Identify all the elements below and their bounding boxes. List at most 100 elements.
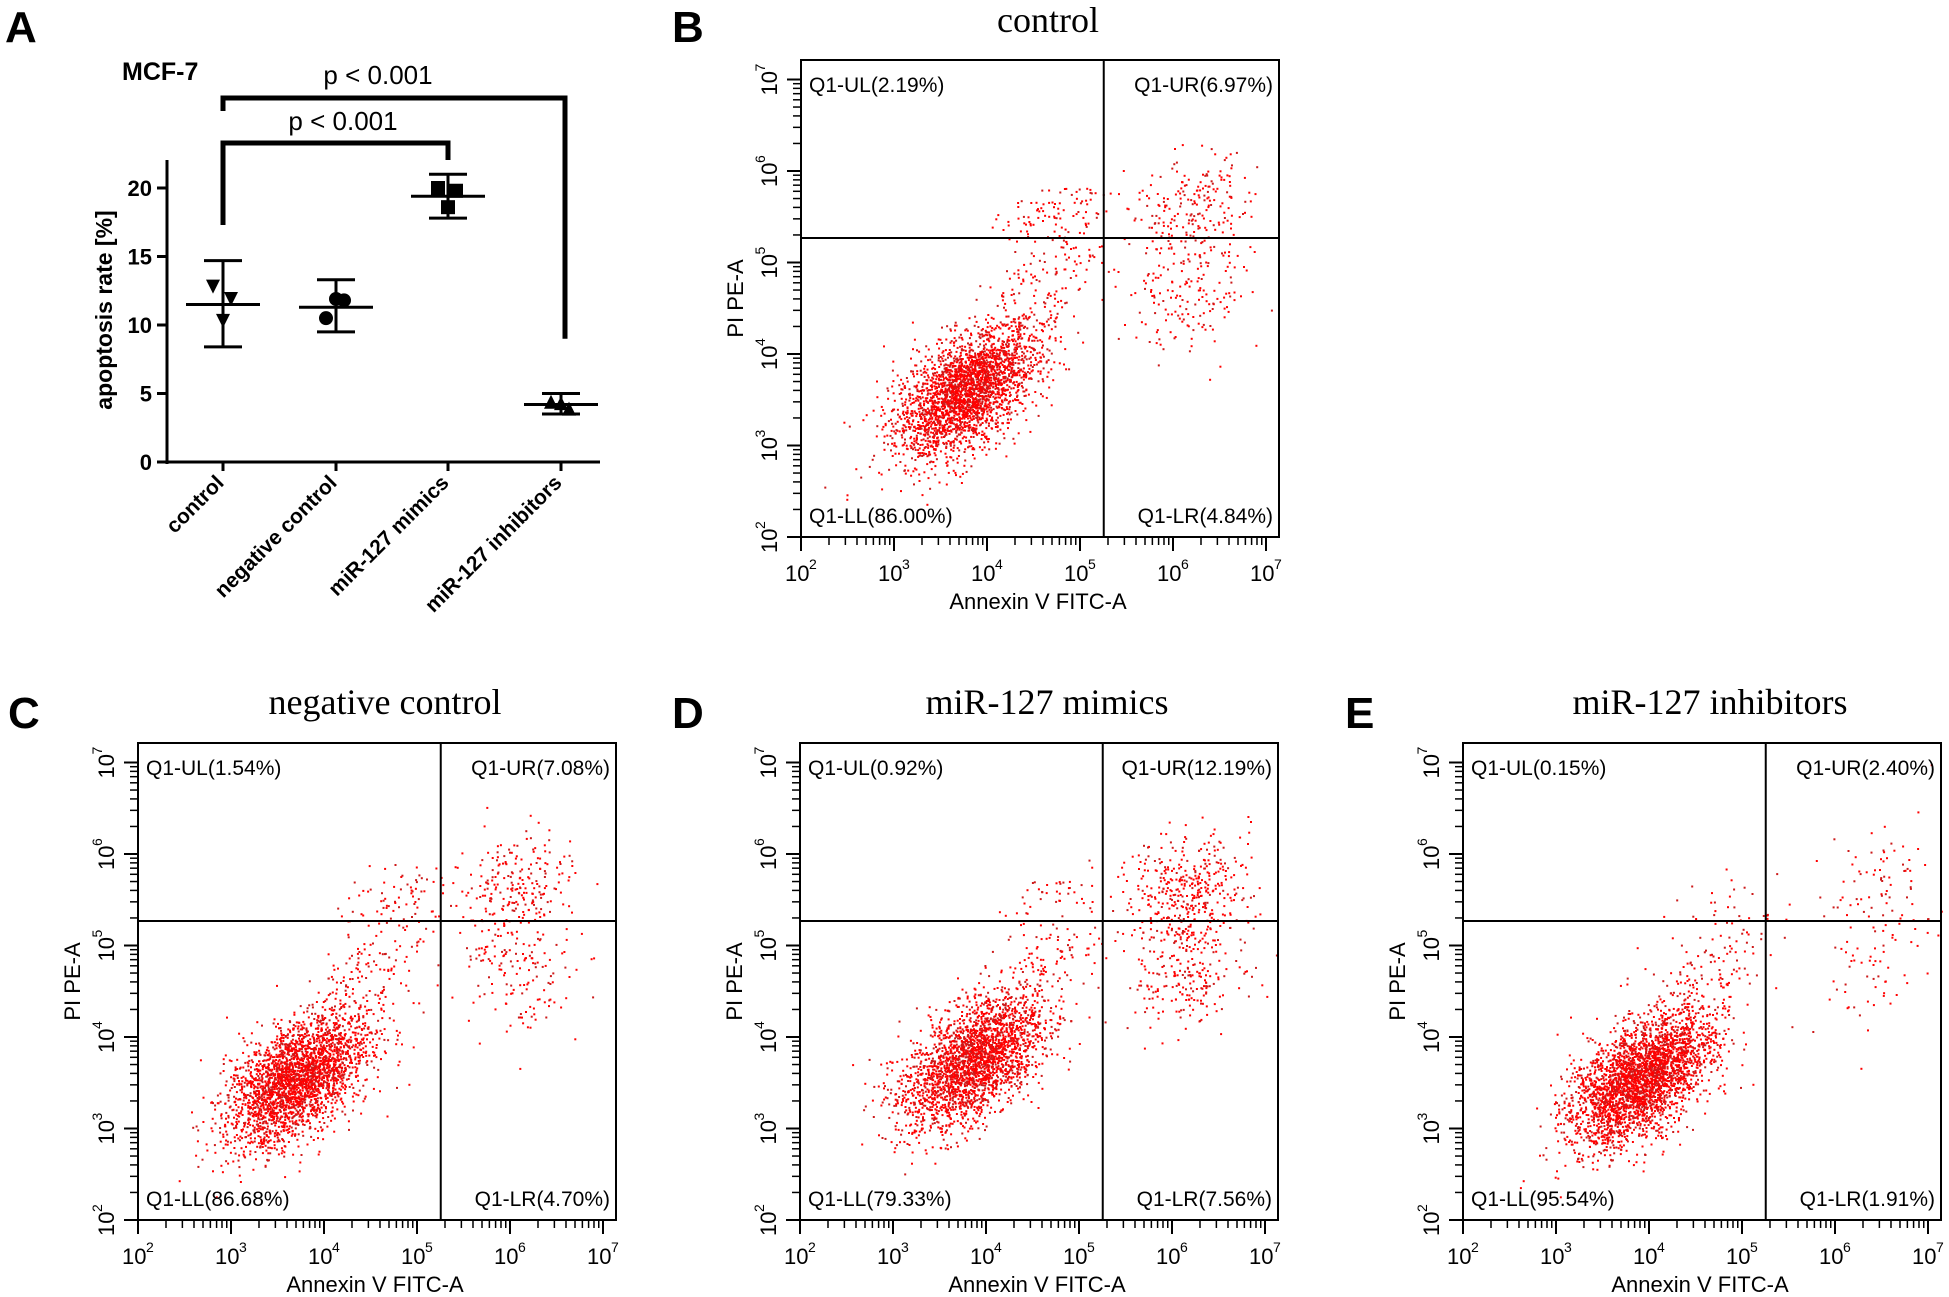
event-dot (901, 444, 904, 447)
event-dot (979, 371, 982, 373)
event-dot (1012, 320, 1015, 323)
event-dot (934, 401, 937, 404)
event-dot (939, 375, 942, 378)
event-dot (314, 1127, 317, 1130)
event-dot (259, 1136, 262, 1139)
event-dot (1002, 432, 1005, 435)
event-dot (900, 418, 903, 421)
event-dot (968, 445, 971, 448)
event-dot (1042, 330, 1044, 333)
event-dot (950, 391, 953, 394)
event-dot (281, 1149, 284, 1152)
event-dot (963, 383, 966, 386)
event-dot (906, 409, 909, 412)
event-dot (330, 1102, 333, 1105)
event-dot (233, 1116, 235, 1119)
event-dot (1008, 339, 1011, 342)
event-dot (1025, 317, 1028, 320)
event-dot (264, 1086, 266, 1089)
event-dot (1005, 389, 1008, 392)
data-point (337, 293, 351, 308)
event-dot (901, 430, 904, 432)
event-dot (1221, 202, 1224, 205)
event-dot (961, 338, 964, 341)
event-dot (952, 441, 955, 444)
event-dot (947, 353, 949, 356)
event-dot (937, 443, 940, 446)
event-dot (904, 464, 907, 467)
event-dot (292, 1153, 295, 1156)
event-dot (914, 459, 917, 461)
event-dot (256, 1120, 259, 1123)
event-dot (977, 358, 980, 361)
event-dot (959, 351, 962, 354)
event-dot (1159, 292, 1161, 295)
event-dot (325, 1045, 328, 1047)
event-dot (906, 419, 909, 422)
event-dot (1174, 310, 1177, 313)
event-dot (1019, 230, 1022, 233)
event-dot (953, 414, 956, 417)
event-dot (975, 298, 978, 301)
event-dot (918, 350, 921, 353)
event-dot (969, 411, 972, 413)
event-dot (1054, 297, 1057, 300)
event-dot (1034, 359, 1037, 361)
event-dot (236, 1083, 239, 1086)
event-dot (1045, 360, 1048, 363)
event-dot (928, 421, 931, 424)
event-dot (1054, 267, 1057, 270)
event-dot (921, 452, 924, 454)
event-dot (963, 425, 966, 428)
event-dot (1138, 191, 1141, 194)
event-dot (936, 375, 939, 378)
event-dot (949, 374, 952, 377)
event-dot (214, 1104, 217, 1107)
event-dot (912, 429, 915, 432)
event-dot (949, 395, 951, 398)
event-dot (1019, 345, 1022, 348)
event-dot (958, 385, 961, 387)
event-dot (883, 448, 886, 451)
x-tick-exponent: 2 (809, 556, 817, 572)
event-dot (225, 1080, 228, 1083)
event-dot (979, 373, 982, 376)
event-dot (339, 1098, 342, 1101)
event-dot (1210, 180, 1213, 183)
event-dot (935, 442, 938, 444)
event-dot (940, 342, 943, 344)
event-dot (930, 468, 933, 471)
event-dot (1006, 412, 1008, 415)
event-dot (957, 426, 960, 429)
event-dot (995, 356, 998, 359)
event-dot (1158, 217, 1161, 220)
scatter-dots (824, 144, 1273, 506)
event-dot (247, 1065, 250, 1068)
event-dot (333, 1082, 335, 1085)
event-dot (1186, 324, 1189, 327)
event-dot (956, 435, 959, 438)
event-dot (911, 412, 914, 415)
event-dot (1228, 261, 1231, 264)
event-dot (1225, 292, 1228, 295)
event-dot (961, 380, 964, 383)
event-dot (1007, 343, 1010, 346)
event-dot (976, 362, 979, 365)
event-dot (1256, 166, 1259, 169)
event-dot (1054, 317, 1057, 320)
event-dot (945, 445, 948, 448)
plot-title: control (997, 0, 1099, 40)
event-dot (982, 334, 985, 337)
event-dot (944, 381, 947, 384)
event-dot (995, 349, 998, 352)
event-dot (1008, 375, 1011, 377)
event-dot (973, 457, 976, 460)
event-dot (1020, 200, 1023, 203)
event-dot (1034, 275, 1036, 278)
event-dot (949, 385, 952, 388)
event-dot (993, 357, 996, 360)
event-dot (911, 393, 914, 396)
event-dot (1198, 212, 1201, 215)
event-dot (351, 992, 354, 995)
event-dot (991, 419, 994, 422)
